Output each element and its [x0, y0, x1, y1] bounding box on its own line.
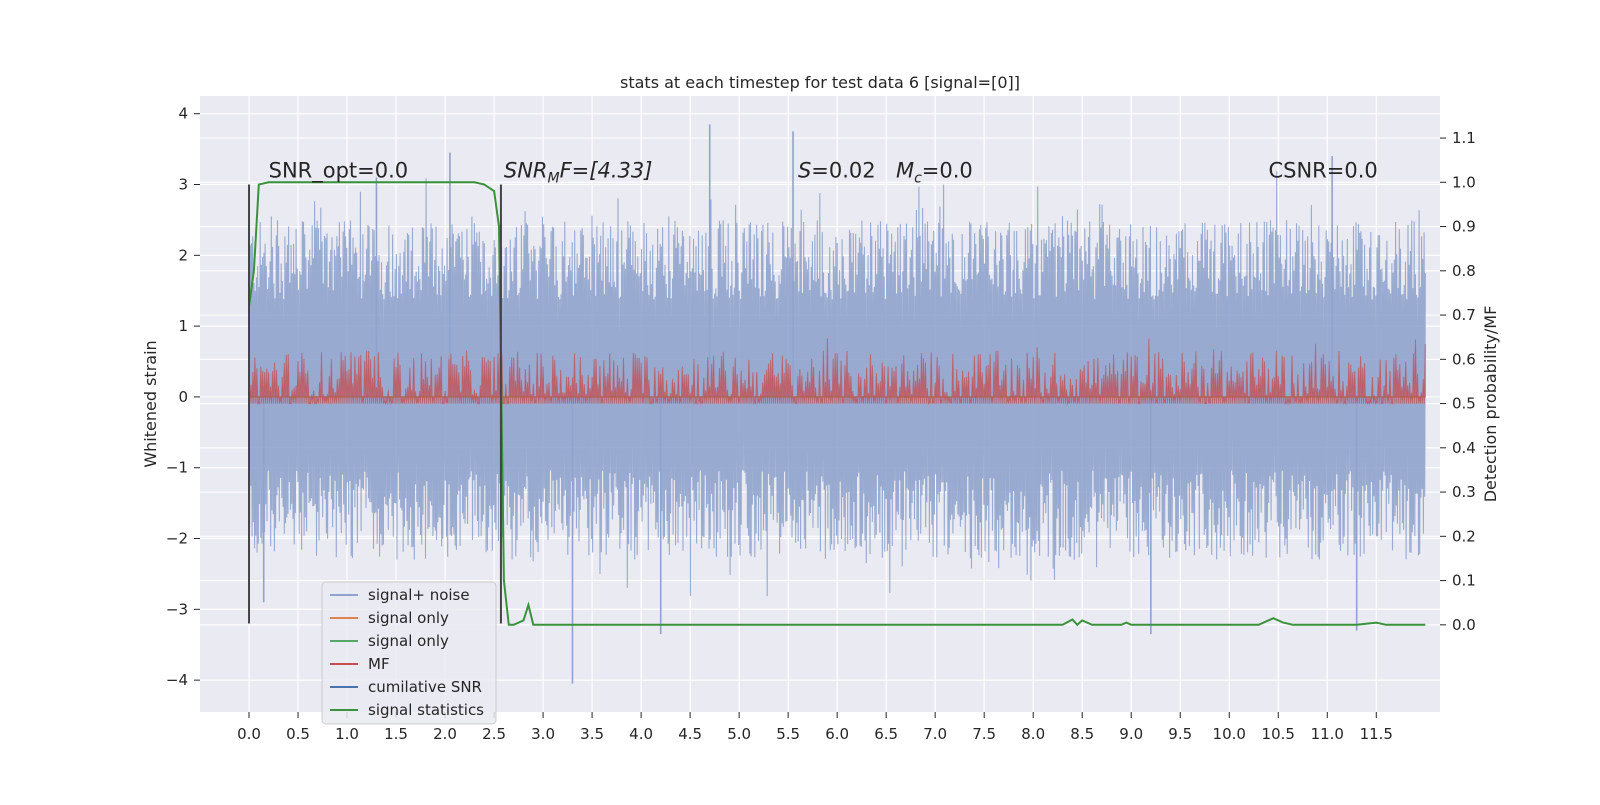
- x-tick-label: 11.5: [1360, 725, 1393, 743]
- y2-tick-label: 0.1: [1452, 572, 1476, 590]
- legend-label: signal only: [368, 609, 449, 627]
- series-signal-statistics: [248, 181, 1426, 627]
- annotation: CSNR=0.0: [1268, 158, 1377, 182]
- x-tick-label: 2.5: [482, 725, 506, 743]
- annotation: Mc=0.0: [896, 158, 973, 186]
- legend-box: [321, 581, 497, 725]
- y-axis-left: 4 3 2 1 0 −1 −2 −3 −4: [166, 105, 200, 689]
- y-tick-label: 0: [178, 388, 188, 406]
- y-tick-label: 3: [178, 176, 188, 194]
- y2-tick-label: 0.0: [1452, 616, 1476, 634]
- y-axis-label: Whitened strain: [141, 340, 160, 467]
- legend-label: signal statistics: [368, 701, 484, 719]
- x-tick-label: 3.0: [531, 725, 555, 743]
- y-tick-label: 1: [178, 317, 188, 335]
- legend-label: signal+ noise: [368, 586, 470, 604]
- y2-tick-label: 0.4: [1452, 439, 1476, 457]
- series-signal-noise: [248, 124, 1426, 684]
- vertical-markers: [248, 184, 502, 624]
- x-tick-label: 4.0: [629, 725, 653, 743]
- x-tick-label: 3.5: [580, 725, 604, 743]
- series-layer: [248, 124, 1426, 684]
- x-axis: 0.0 0.5 1.0 1.5 2.0 2.5 3.0 3.5 4.0 4.5 5.0 5.5 6.0 6…: [237, 712, 1393, 743]
- y2-tick-label: 1.1: [1452, 129, 1476, 147]
- x-tick-label: 10.5: [1262, 725, 1295, 743]
- x-tick-label: 8.5: [1070, 725, 1094, 743]
- series-signal-noise-line: [248, 171, 1426, 597]
- annotation: SNRMF=[4.33]: [504, 158, 653, 186]
- x-tick-label: 1.5: [384, 725, 408, 743]
- y-tick-label: −3: [166, 600, 188, 618]
- x-tick-label: 9.0: [1119, 725, 1143, 743]
- x-tick-label: 5.0: [727, 725, 751, 743]
- x-tick-label: 7.0: [923, 725, 947, 743]
- y2-tick-label: 0.3: [1452, 483, 1476, 501]
- y2-tick-label: 1.0: [1452, 173, 1476, 191]
- legend-label: cumilative SNR: [368, 678, 482, 696]
- legend-label: MF: [368, 655, 390, 673]
- x-tick-label: 1.0: [335, 725, 359, 743]
- x-tick-label: 5.5: [776, 725, 800, 743]
- annotation: S=0.02: [798, 158, 876, 182]
- y-tick-label: −2: [166, 530, 188, 548]
- y-tick-label: 4: [178, 105, 188, 123]
- y-tick-label: −4: [166, 671, 188, 689]
- y2-tick-label: 0.2: [1452, 527, 1476, 545]
- x-tick-label: 4.5: [678, 725, 702, 743]
- legend: signal+ noise signal only signal only MF cum…: [321, 581, 497, 725]
- y2-tick-label: 0.8: [1452, 262, 1476, 280]
- x-tick-label: 7.5: [972, 725, 996, 743]
- x-tick-label: 10.0: [1213, 725, 1246, 743]
- x-tick-label: 6.5: [874, 725, 898, 743]
- annotation: SNR_opt=0.0: [269, 158, 409, 183]
- y-tick-label: 2: [178, 246, 188, 264]
- y2-tick-label: 0.7: [1452, 306, 1476, 324]
- x-tick-label: 8.0: [1021, 725, 1045, 743]
- x-tick-label: 11.0: [1311, 725, 1344, 743]
- y2-tick-label: 0.5: [1452, 395, 1476, 413]
- y-tick-label: −1: [166, 459, 188, 477]
- x-tick-label: 2.0: [433, 725, 457, 743]
- x-tick-label: 0.0: [237, 725, 261, 743]
- series-mf: [248, 338, 1426, 406]
- legend-label: signal only: [368, 632, 449, 650]
- chart-title: stats at each timestep for test data 6 […: [620, 73, 1020, 92]
- y2-tick-label: 0.9: [1452, 218, 1476, 236]
- x-tick-label: 0.5: [286, 725, 310, 743]
- x-tick-label: 9.5: [1168, 725, 1192, 743]
- y2-tick-label: 0.6: [1452, 350, 1476, 368]
- y-axis-right: 1.1 1.0 0.9 0.8 0.7 0.6 0.5 0.4 0.3 0.2 0.1 0.0: [1440, 129, 1476, 634]
- x-tick-label: 6.0: [825, 725, 849, 743]
- y2-axis-label: Detection probability/MF: [1481, 306, 1500, 503]
- annotations: SNR_opt=0.0 SNRMF=[4.33] S=0.02 Mc=0.0 CSNR=…: [269, 158, 1378, 186]
